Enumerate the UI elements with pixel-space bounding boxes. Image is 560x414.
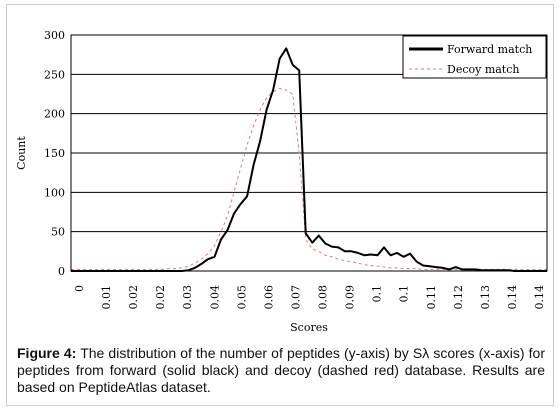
x-tick-label: 0.03	[181, 285, 194, 310]
x-tick-label: 0.09	[344, 285, 357, 310]
x-tick-label: 0.11	[425, 285, 438, 310]
y-tick-label: 300	[44, 29, 65, 42]
x-tick-label: 0.02	[154, 285, 167, 310]
x-tick-labels: 0 0.01 0.02 0.02 0.03 0.04 0.05 0.06 0.07 0.08 0.0…	[73, 285, 546, 310]
plot-frame	[70, 34, 548, 272]
legend-label-forward: Forward match	[447, 43, 532, 56]
y-tick-label: 150	[44, 147, 65, 160]
y-tick-label: 0	[58, 265, 65, 278]
x-tick-label: 0.05	[235, 285, 248, 310]
caption-text: The distribution of the number of peptid…	[17, 345, 545, 395]
series-line-forward	[71, 47, 547, 272]
legend-label-decoy: Decoy match	[447, 63, 519, 76]
figure-caption: Figure 4: The distribution of the number…	[17, 345, 545, 396]
y-tick-label: 50	[51, 226, 65, 239]
x-tick-label: 0.14	[533, 285, 546, 310]
grid-lines	[71, 73, 547, 233]
figure: 0 50 100 150 200 250 300 0 0.01 0.02 0.02 0.03 0.04…	[6, 4, 554, 406]
x-tick-label: 0.07	[289, 285, 302, 310]
series-line-decoy	[71, 88, 547, 270]
x-tick-label: 0.14	[506, 285, 519, 310]
x-tick-label: 0.06	[262, 285, 275, 310]
series-layer	[71, 47, 547, 272]
x-axis-label: Scores	[290, 321, 328, 334]
x-tick-label: 0.04	[208, 285, 221, 310]
y-tick-label: 250	[44, 68, 65, 81]
x-tick-label: 0.13	[479, 285, 492, 310]
y-axis-label: Count	[15, 136, 28, 170]
caption-label: Figure 4:	[17, 345, 77, 361]
x-tick-label: 0.1	[371, 285, 384, 303]
y-tick-label: 200	[44, 108, 65, 121]
x-tick-label: 0.12	[452, 285, 465, 310]
y-tick-label: 100	[44, 186, 65, 199]
y-tick-labels: 0 50 100 150 200 250 300	[44, 29, 65, 278]
x-tick-label: 0.08	[317, 285, 330, 310]
legend-box	[402, 35, 547, 79]
x-tick-label: 0.02	[127, 285, 140, 310]
x-tick-label: 0	[73, 285, 86, 292]
x-tick-label: 0.1	[398, 285, 411, 303]
legend: Forward match Decoy match	[402, 35, 547, 79]
x-tick-label: 0.01	[100, 285, 113, 310]
chart: 0 50 100 150 200 250 300 0 0.01 0.02 0.02 0.03 0.04…	[15, 29, 548, 334]
